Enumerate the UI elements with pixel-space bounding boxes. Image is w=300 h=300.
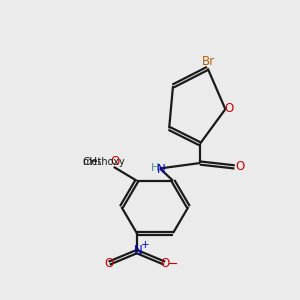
Text: O: O [235,160,244,173]
Text: +: + [141,240,149,250]
Text: methoxy: methoxy [82,157,125,167]
Text: Br: Br [202,55,215,68]
Text: CH₃: CH₃ [82,157,102,167]
Text: −: − [167,258,178,271]
Text: O: O [160,257,170,270]
Text: O: O [224,102,234,115]
Text: N: N [157,163,166,176]
Text: H: H [151,163,159,172]
Text: N: N [134,244,142,257]
Text: O: O [104,257,113,270]
Text: O: O [110,155,119,169]
